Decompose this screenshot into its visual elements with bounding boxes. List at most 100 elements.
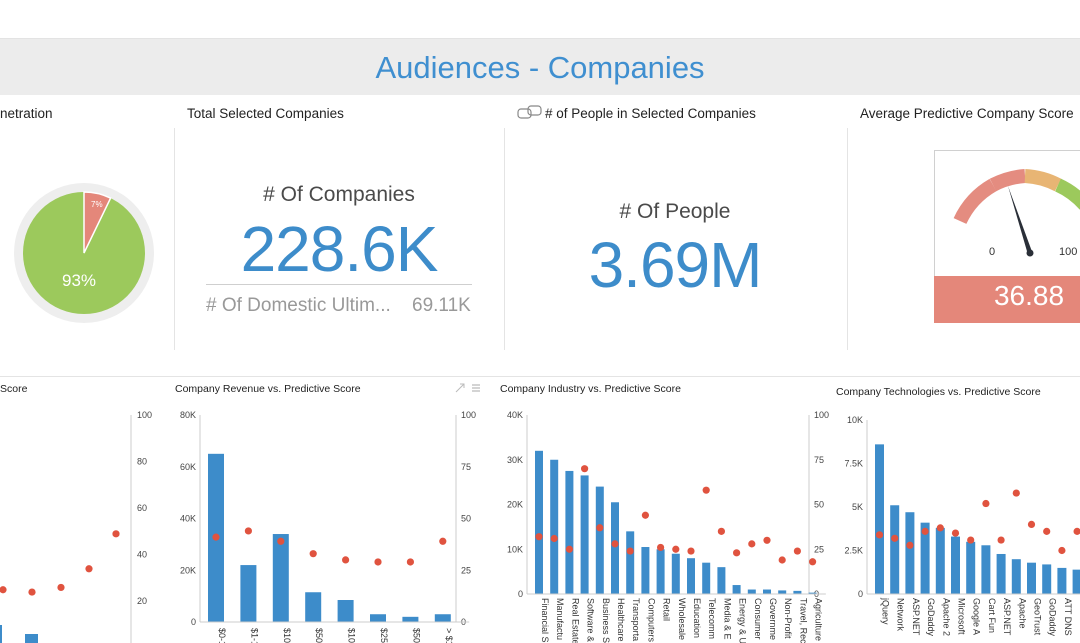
category-label: Education [692, 598, 702, 638]
score-dot [1027, 520, 1036, 529]
category-label: $0-1 [217, 628, 227, 643]
companies-label: # Of Companies [263, 183, 415, 206]
category-label: Travel, Rec [798, 598, 808, 643]
score-dot [951, 529, 960, 537]
score-dot [212, 533, 220, 541]
tile-divider [174, 128, 175, 350]
top-bar [0, 0, 1080, 39]
y2-tick-label: 75 [814, 455, 824, 465]
bar [671, 553, 680, 594]
score-value-box [934, 276, 1080, 323]
score-dot [85, 565, 93, 573]
bar [1027, 562, 1036, 594]
bar [535, 450, 543, 594]
score-dot [809, 558, 817, 566]
bar [1057, 567, 1067, 594]
pie-main-label: 93% [62, 271, 97, 290]
category-label: $50 [411, 628, 421, 643]
bar [1072, 569, 1080, 594]
bar [778, 590, 787, 594]
gauge-min-label: 0 [989, 246, 996, 258]
category-label: Wholesale [677, 598, 687, 640]
chart-title-score: Score [0, 383, 28, 395]
y-tick-label: 40K [180, 514, 196, 524]
score-dot [439, 537, 447, 545]
score-dot [982, 499, 990, 508]
y-tick-label: 30K [507, 455, 523, 465]
y2-tick-label: 25 [814, 544, 824, 554]
y-tick-label: 5K [852, 502, 863, 512]
score-dot [277, 537, 285, 545]
category-label: Cart Fun [987, 598, 997, 633]
category-label: $25 [379, 628, 389, 643]
score-dot [112, 530, 120, 538]
bar [0, 625, 2, 643]
y-tick-label: 7.5K [844, 459, 863, 469]
y-tick-label: 0 [191, 617, 196, 627]
bar [565, 470, 574, 594]
y-tick-label: 10K [507, 544, 523, 554]
category-label: Software & [586, 598, 596, 642]
bar [626, 531, 635, 594]
companies-divider [206, 284, 472, 285]
category-label: Media & E [722, 598, 732, 640]
link-icon [517, 105, 542, 119]
category-label: Energy & U [738, 598, 748, 643]
bar [951, 536, 960, 594]
category-label: GoDaddy [926, 598, 936, 637]
companies-value: 228.6K [240, 213, 439, 285]
bar [305, 592, 322, 622]
bar [875, 444, 884, 594]
category-label: Apache 2 [941, 598, 951, 636]
people-value: 3.69M [588, 229, 763, 301]
score-dot [0, 586, 7, 594]
score-dot [28, 588, 36, 596]
y-tick-label: 20K [180, 565, 196, 575]
bar [905, 512, 915, 594]
score-value: 36.88 [993, 280, 1065, 311]
category-label: Healthcare [616, 598, 626, 642]
category-label: Network [896, 598, 906, 632]
section-divider [0, 376, 1080, 377]
score-dot [641, 511, 650, 519]
bar [1011, 559, 1021, 594]
bar [890, 505, 900, 594]
category-label: Google A [972, 598, 982, 635]
menu-icon[interactable] [471, 383, 481, 393]
bar [966, 541, 976, 594]
chart-title-revenue: Company Revenue vs. Predictive Score [175, 383, 361, 395]
people-label: # Of People [619, 200, 731, 223]
score-dot [657, 543, 665, 552]
category-label: ATT DNS [1063, 598, 1073, 636]
y2-tick-label: 75 [461, 462, 471, 472]
score-dot [891, 534, 899, 542]
bar [611, 502, 619, 594]
category-label: Agriculture [814, 598, 824, 641]
bar [240, 565, 257, 622]
category-label: HTML5 D [1078, 598, 1080, 637]
score-dot [1058, 546, 1066, 555]
score-dot [550, 534, 558, 543]
bar [702, 562, 711, 594]
score-dot [672, 545, 680, 553]
score-dot [717, 527, 726, 535]
bar [996, 553, 1006, 594]
domestic-ultimate-label: # Of Domestic Ultim... [206, 295, 391, 316]
expand-icon[interactable] [455, 383, 465, 393]
category-label: Retail [662, 598, 672, 621]
bar [920, 522, 930, 594]
category-label: Consumer [753, 598, 763, 640]
y-tick-label: 80K [180, 410, 196, 420]
category-label: $10 [347, 628, 357, 643]
bar [434, 614, 451, 622]
y-tick-label: 2.5K [844, 546, 863, 556]
y-tick-label: 0 [518, 589, 523, 599]
category-label: ASP.NET [911, 598, 921, 636]
category-label: > $1 [444, 628, 454, 643]
score-dot [57, 583, 65, 592]
bar [808, 592, 817, 594]
category-label: Manufactu [555, 598, 565, 640]
category-label: GoDaddy [1048, 598, 1058, 637]
score-dot [581, 465, 589, 473]
title-bar [0, 39, 1080, 95]
